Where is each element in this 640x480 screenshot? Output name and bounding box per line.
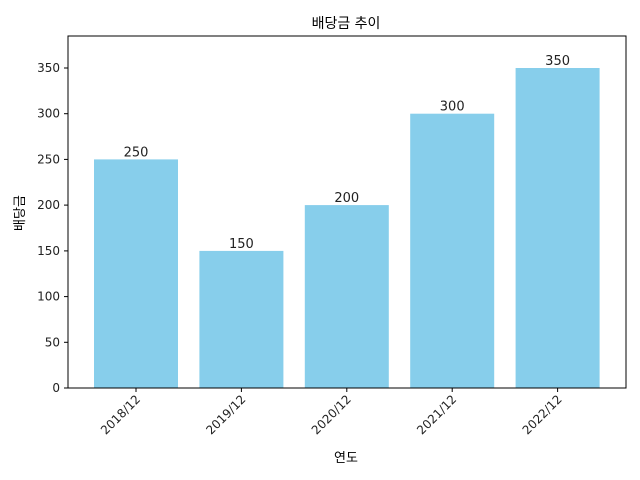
- bar-2019-12: [199, 250, 284, 388]
- y-tick-label: 250: [37, 152, 60, 166]
- y-tick-label: 100: [37, 290, 60, 304]
- y-tick-label: 350: [37, 61, 60, 75]
- bars-group: [94, 68, 600, 388]
- bar-2022-12: [515, 68, 600, 388]
- y-tick-label: 200: [37, 198, 60, 212]
- bar-value-label: 200: [334, 191, 359, 206]
- chart-title: 배당금 추이: [312, 16, 381, 32]
- bar-2021-12: [410, 113, 495, 388]
- y-tick-label: 150: [37, 244, 60, 258]
- bar-value-label: 300: [440, 100, 465, 115]
- y-axis-label: 배당금: [13, 195, 28, 231]
- bar-value-label: 250: [124, 145, 149, 160]
- x-axis-label: 연도: [334, 451, 358, 466]
- bar-value-label: 350: [545, 54, 570, 69]
- y-tick-label: 300: [37, 107, 60, 121]
- bar-2018-12: [94, 159, 178, 388]
- y-tick-label: 50: [45, 335, 60, 349]
- bar-2020-12: [304, 205, 389, 388]
- y-tick-label: 0: [52, 381, 60, 395]
- value-labels-group: 250 150 200 300 350: [124, 54, 570, 252]
- y-axis: 0 50 100 150 200 250 300 350: [37, 61, 68, 395]
- plot-frame: [67, 35, 627, 389]
- bar-value-label: 150: [229, 237, 254, 252]
